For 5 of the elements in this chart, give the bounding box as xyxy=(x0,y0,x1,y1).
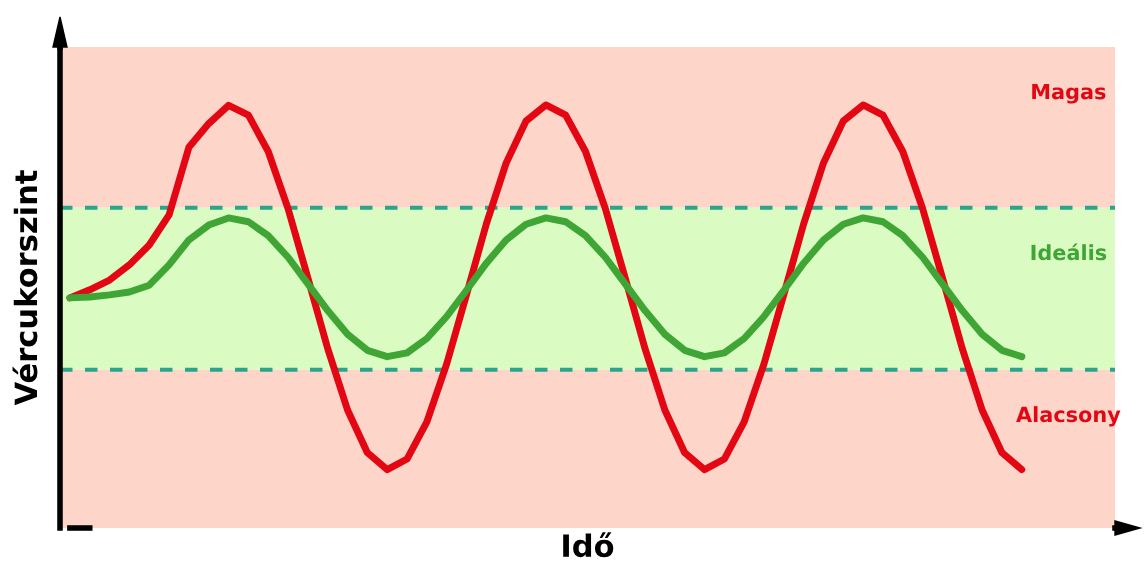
x-axis-title: Idő xyxy=(563,532,614,558)
y-axis-title: Vércukorszint xyxy=(12,170,38,406)
band-label: Ideális xyxy=(1031,243,1107,261)
band-label: Magas xyxy=(1032,83,1106,104)
band-label: Alacsony xyxy=(1016,406,1121,427)
